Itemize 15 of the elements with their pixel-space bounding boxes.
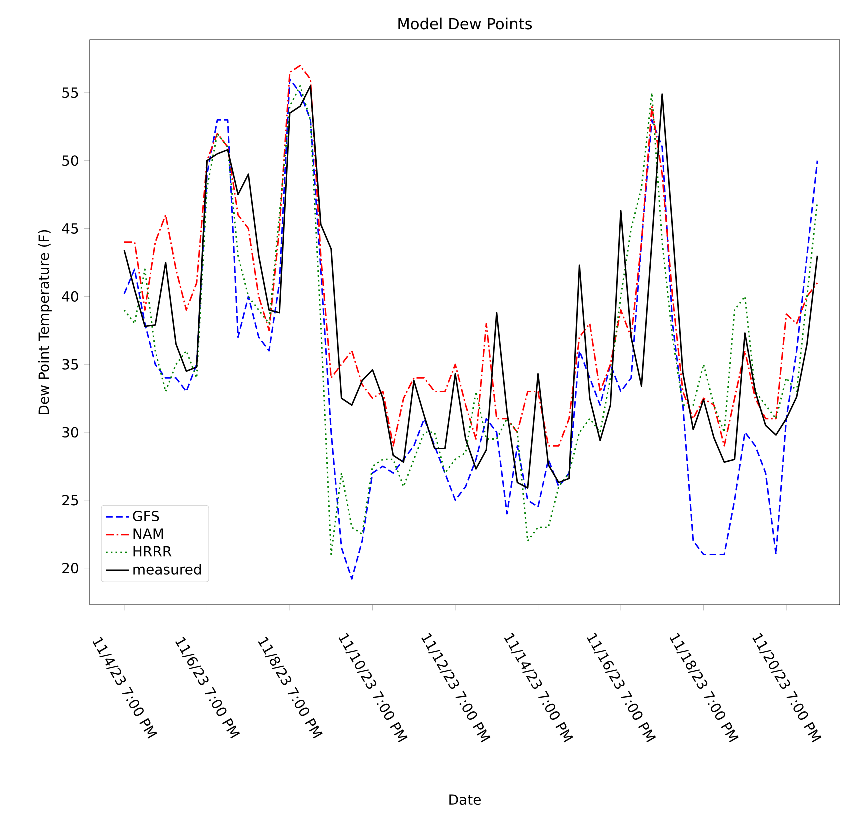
y-tick-label: 40: [62, 291, 78, 302]
y-tick-label: 55: [62, 88, 78, 98]
y-axis-title: Dew Point Temperature (F): [38, 230, 52, 414]
legend-label: HRRR: [134, 546, 172, 557]
y-tick-label: 20: [62, 563, 78, 574]
y-tick-label: 50: [62, 156, 78, 166]
y-tick-label: 35: [62, 359, 78, 370]
chart-title: Model Dew Points: [398, 18, 532, 30]
legend-label: measured: [134, 564, 202, 575]
y-tick-label: 30: [62, 427, 78, 438]
x-axis-title: Date: [450, 794, 481, 806]
y-tick-label: 45: [62, 224, 78, 234]
legend-label: NAM: [134, 528, 164, 539]
legend-label: GFS: [133, 510, 160, 522]
y-tick-label: 25: [62, 495, 78, 506]
